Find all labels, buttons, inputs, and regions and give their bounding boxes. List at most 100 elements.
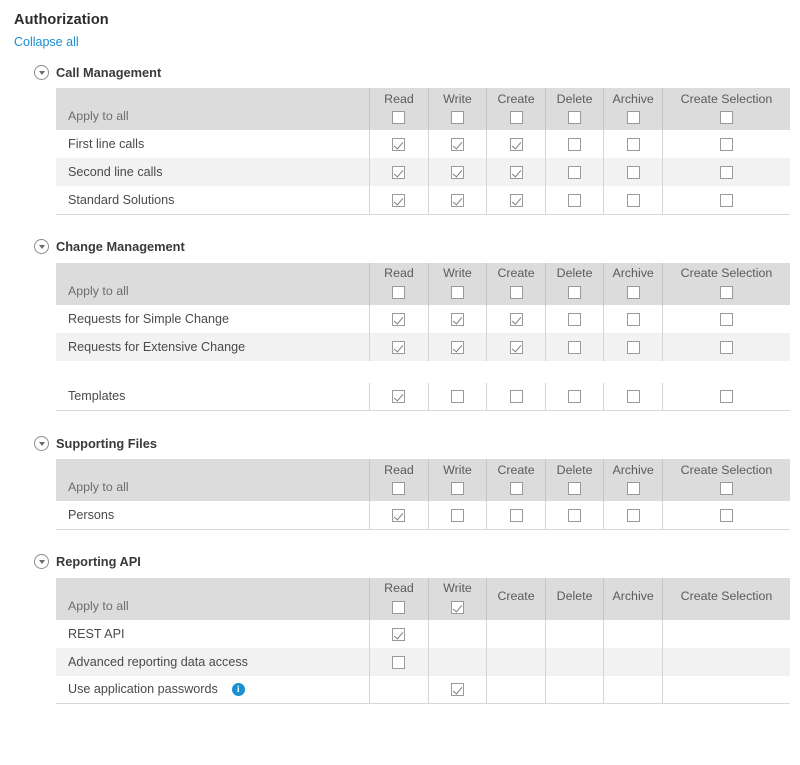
- checkbox-requests-for-simple-change-write[interactable]: [450, 312, 464, 326]
- checkbox-standard-solutions-archive[interactable]: [626, 193, 640, 207]
- checkbox-first-line-calls-create[interactable]: [509, 138, 523, 152]
- checkbox-second-line-calls-archive[interactable]: [626, 166, 640, 180]
- permission-cell-delete: [544, 186, 604, 215]
- permission-cell-read: [369, 130, 429, 158]
- checkbox-requests-for-simple-change-read[interactable]: [392, 312, 406, 326]
- apply-to-all-checkbox-delete[interactable]: [568, 285, 582, 299]
- apply-to-all-checkbox-read[interactable]: [392, 600, 406, 614]
- apply-to-all-row: Apply to all Read Write Create Delete Archive…: [56, 262, 790, 305]
- apply-to-all-checkbox-write[interactable]: [450, 482, 464, 496]
- checkbox-requests-for-extensive-change-archive[interactable]: [626, 340, 640, 354]
- checkbox-requests-for-extensive-change-write[interactable]: [450, 340, 464, 354]
- permission-table-change-management: Apply to all Read Write Create Delete Archive…: [56, 262, 790, 411]
- collapse-all-link[interactable]: Collapse all: [14, 35, 79, 49]
- apply-to-all-checkbox-create-selection[interactable]: [719, 482, 733, 496]
- permission-cell-create: [486, 332, 546, 361]
- chevron-down-icon[interactable]: [34, 64, 49, 80]
- apply-to-all-checkbox-archive[interactable]: [626, 482, 640, 496]
- info-icon[interactable]: i: [231, 682, 245, 696]
- apply-to-all-checkbox-archive[interactable]: [626, 111, 640, 125]
- checkbox-requests-for-simple-change-delete[interactable]: [568, 312, 582, 326]
- checkbox-persons-delete[interactable]: [568, 508, 582, 522]
- permission-cell-create: [486, 382, 546, 411]
- permission-cell-create: [486, 675, 546, 704]
- checkbox-advanced-reporting-data-access-read[interactable]: [392, 655, 406, 669]
- permission-cell-write: [427, 619, 487, 648]
- checkbox-persons-archive[interactable]: [626, 508, 640, 522]
- permission-cell-archive: [603, 675, 663, 704]
- column-header-label: Write: [443, 581, 472, 596]
- section-header-change-management[interactable]: Change Management: [34, 237, 800, 257]
- apply-to-all-checkbox-delete[interactable]: [568, 482, 582, 496]
- section-header-reporting-api[interactable]: Reporting API: [34, 552, 800, 572]
- checkbox-templates-write[interactable]: [450, 390, 464, 404]
- checkbox-rest-api-read[interactable]: [392, 627, 406, 641]
- apply-to-all-checkbox-read[interactable]: [392, 482, 406, 496]
- apply-to-all-checkbox-write[interactable]: [450, 600, 464, 614]
- apply-to-all-checkbox-write[interactable]: [450, 285, 464, 299]
- apply-to-all-checkbox-read[interactable]: [392, 111, 406, 125]
- checkbox-standard-solutions-create-selection[interactable]: [719, 193, 733, 207]
- apply-to-all-checkbox-delete[interactable]: [568, 111, 582, 125]
- checkbox-first-line-calls-read[interactable]: [392, 138, 406, 152]
- checkbox-persons-create-selection[interactable]: [719, 508, 733, 522]
- checkbox-requests-for-extensive-change-create[interactable]: [509, 340, 523, 354]
- apply-to-all-checkbox-write[interactable]: [450, 111, 464, 125]
- checkbox-standard-solutions-delete[interactable]: [568, 193, 582, 207]
- column-header-label: Create Selection: [680, 462, 773, 477]
- checkbox-second-line-calls-read[interactable]: [392, 166, 406, 180]
- checkbox-standard-solutions-read[interactable]: [392, 193, 406, 207]
- apply-to-all-checkbox-create-selection[interactable]: [719, 111, 733, 125]
- column-header-label: Archive: [612, 91, 654, 106]
- permission-cell-create: [486, 647, 546, 676]
- checkbox-second-line-calls-delete[interactable]: [568, 166, 582, 180]
- column-header-delete: Delete: [544, 88, 604, 130]
- column-header-archive: Archive: [603, 262, 663, 305]
- checkbox-requests-for-simple-change-create[interactable]: [509, 312, 523, 326]
- chevron-down-icon[interactable]: [34, 435, 49, 451]
- checkbox-persons-create[interactable]: [509, 508, 523, 522]
- permission-cell-delete: [544, 675, 604, 704]
- checkbox-persons-write[interactable]: [450, 508, 464, 522]
- permission-cell-write: [427, 130, 487, 158]
- checkbox-second-line-calls-create-selection[interactable]: [719, 166, 733, 180]
- checkbox-first-line-calls-delete[interactable]: [568, 138, 582, 152]
- checkbox-requests-for-extensive-change-read[interactable]: [392, 340, 406, 354]
- checkbox-standard-solutions-write[interactable]: [450, 193, 464, 207]
- section-header-supporting-files[interactable]: Supporting Files: [34, 433, 800, 453]
- checkbox-requests-for-simple-change-create-selection[interactable]: [719, 312, 733, 326]
- checkbox-requests-for-simple-change-archive[interactable]: [626, 312, 640, 326]
- apply-to-all-checkbox-create[interactable]: [509, 285, 523, 299]
- apply-to-all-checkbox-create[interactable]: [509, 482, 523, 496]
- permission-cell-write: [427, 647, 487, 676]
- checkbox-requests-for-extensive-change-delete[interactable]: [568, 340, 582, 354]
- checkbox-first-line-calls-create-selection[interactable]: [719, 138, 733, 152]
- permission-cell-create-selection: [661, 304, 790, 333]
- section-header-call-management[interactable]: Call Management: [34, 62, 800, 82]
- checkbox-standard-solutions-create[interactable]: [509, 193, 523, 207]
- checkbox-second-line-calls-write[interactable]: [450, 166, 464, 180]
- apply-to-all-checkbox-create[interactable]: [509, 111, 523, 125]
- checkbox-second-line-calls-create[interactable]: [509, 166, 523, 180]
- apply-to-all-checkbox-read[interactable]: [392, 285, 406, 299]
- checkbox-first-line-calls-archive[interactable]: [626, 138, 640, 152]
- checkbox-use-application-passwords-write[interactable]: [450, 683, 464, 697]
- permission-cell-delete: [544, 158, 604, 186]
- checkbox-requests-for-extensive-change-create-selection[interactable]: [719, 340, 733, 354]
- row-label-requests-for-simple-change: Requests for Simple Change: [68, 311, 230, 326]
- checkbox-first-line-calls-write[interactable]: [450, 138, 464, 152]
- checkbox-templates-archive[interactable]: [626, 390, 640, 404]
- apply-to-all-checkbox-archive[interactable]: [626, 285, 640, 299]
- checkbox-templates-read[interactable]: [392, 390, 406, 404]
- checkbox-templates-create[interactable]: [509, 390, 523, 404]
- row-label-requests-for-extensive-change: Requests for Extensive Change: [68, 339, 246, 354]
- chevron-down-icon[interactable]: [34, 554, 49, 569]
- chevron-down-icon[interactable]: [34, 239, 49, 254]
- table-row: Advanced reporting data access: [56, 647, 790, 676]
- column-header-label: Write: [443, 266, 472, 281]
- checkbox-templates-delete[interactable]: [568, 390, 582, 404]
- column-header-label: Archive: [612, 588, 654, 603]
- checkbox-templates-create-selection[interactable]: [719, 390, 733, 404]
- apply-to-all-checkbox-create-selection[interactable]: [719, 285, 733, 299]
- checkbox-persons-read[interactable]: [392, 508, 406, 522]
